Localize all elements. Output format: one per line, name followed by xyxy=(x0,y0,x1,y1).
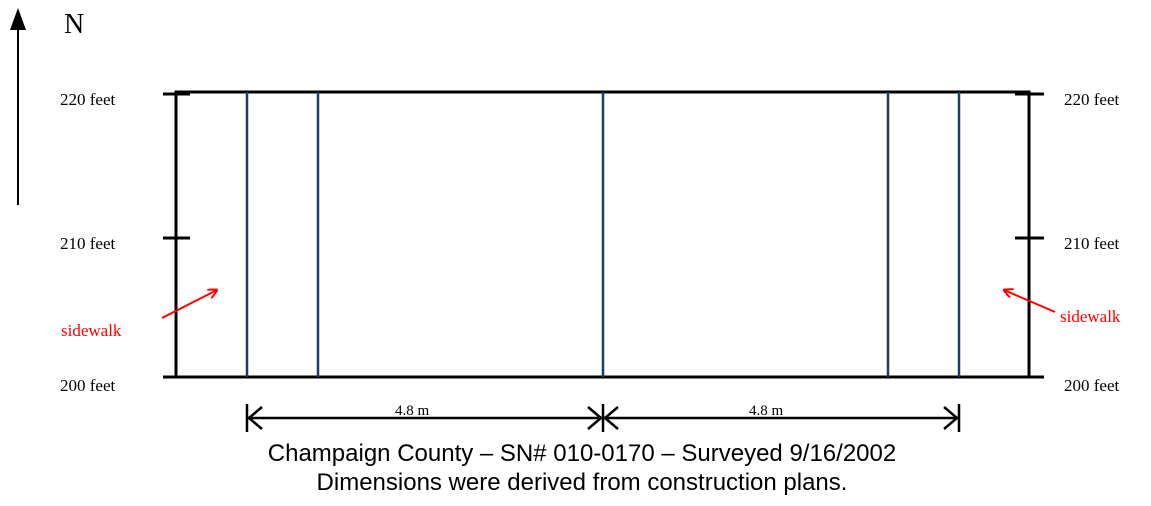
north-label: N xyxy=(64,9,84,40)
sidewalk-annotation-left: sidewalk xyxy=(61,290,217,340)
left-elevation-ticks xyxy=(163,92,190,379)
dimension-right-arrowhead xyxy=(943,406,959,430)
right-elevation-ticks xyxy=(1015,92,1044,379)
caption-line-1: Champaign County – SN# 010-0170 – Survey… xyxy=(268,440,896,467)
dimension-label-right: 4.8 m xyxy=(749,403,784,419)
elevation-label-200-left: 200 feet xyxy=(60,376,116,395)
sidewalk-arrow-right xyxy=(1004,290,1056,313)
dimension-left-arrowhead xyxy=(587,406,603,430)
elevation-label-200-right: 200 feet xyxy=(1064,376,1120,395)
sidewalk-label-right: sidewalk xyxy=(1060,307,1121,326)
elevation-label-210-left: 210 feet xyxy=(60,234,116,253)
elevation-label-220-left: 220 feet xyxy=(60,90,116,109)
dimension-left-arrowhead xyxy=(247,406,263,430)
elevation-label-220-right: 220 feet xyxy=(1064,90,1120,109)
dimension-left xyxy=(245,404,603,432)
elevation-label-210-right: 210 feet xyxy=(1064,234,1120,253)
girder-lines xyxy=(245,92,961,377)
sidewalk-annotation-right: sidewalk xyxy=(1004,290,1121,326)
caption-line-2: Dimensions were derived from constructio… xyxy=(317,469,848,496)
dimension-label-left: 4.8 m xyxy=(395,403,430,419)
north-arrow: N xyxy=(10,8,84,205)
sidewalk-arrow-left xyxy=(161,290,217,319)
north-arrow-head xyxy=(10,8,26,30)
dimension-right-arrowhead xyxy=(603,406,619,430)
dimension-right xyxy=(601,404,961,432)
sidewalk-label-left: sidewalk xyxy=(61,321,122,340)
